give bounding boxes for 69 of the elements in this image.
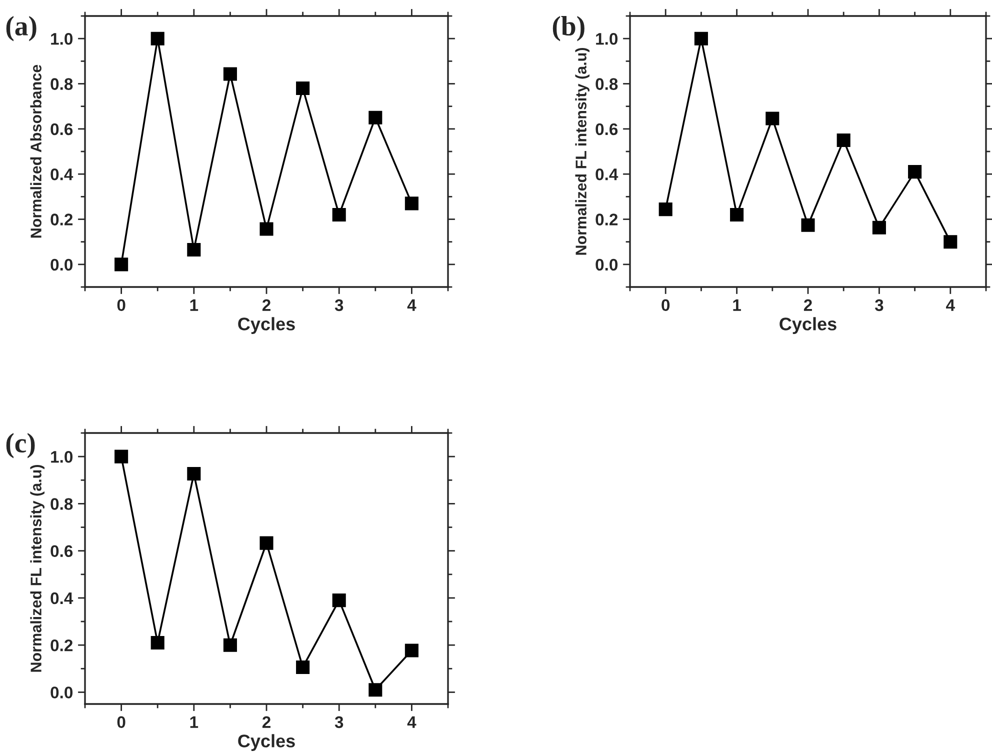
point [368,110,382,124]
y-axis-title: Normalized Absorbance [30,64,42,238]
y-tick-label: 1.0 [596,32,618,45]
y-tick-label: 0.6 [50,545,73,558]
text: (a) [6,16,36,42]
y-tick-label: 1.0 [51,450,73,463]
point [766,112,780,126]
x-tick-label: 0 [662,299,670,312]
y-tick-label: 0.0 [50,258,73,271]
y-tick-label: 0.8 [50,498,73,510]
y-tick-label: 0.4 [596,168,618,180]
point [332,208,346,222]
point [114,450,128,464]
x-tick-label: 1 [190,299,198,311]
x-tick-label: 0 [117,716,126,728]
point [730,208,744,222]
y-tick-label: 0.8 [50,78,73,90]
point [404,196,418,210]
x-tick-label: 1 [733,299,741,311]
x-axis-title: Cycles [780,317,836,334]
text: (c) [6,433,35,458]
x-tick-label: 0 [117,299,126,312]
point [368,683,382,697]
point [223,638,237,652]
x-tick-label: 3 [334,716,344,728]
point [872,220,886,234]
x-axis-title: Cycles [238,734,295,751]
text: (b) [552,16,584,42]
x-tick-label: 4 [407,716,416,728]
y-axis-title: Normalized FL intensity (a.u) [575,48,590,255]
y-tick-label: 0.6 [50,123,73,136]
y-tick-label: 0.2 [50,639,73,652]
y-tick-label: 0.8 [596,78,618,90]
y-tick-label: 0.4 [50,168,74,180]
y-tick-label: 0.2 [50,214,73,226]
y-tick-label: 0.4 [50,592,74,604]
point [694,32,708,46]
point [404,644,418,658]
point [114,258,128,272]
x-tick-label: 4 [946,299,955,311]
x-tick-label: 1 [190,716,198,728]
x-tick-label: 2 [262,299,270,311]
y-tick-label: 0.0 [50,686,73,698]
y-axis-title: Normalized FL intensity (a.u) [30,464,44,672]
point [658,202,672,216]
point [332,594,346,608]
x-tick-label: 4 [407,299,416,311]
y-tick-label: 0.2 [596,214,618,226]
x-tick-label: 3 [874,299,884,312]
point [801,218,815,232]
point [944,235,958,249]
point [187,242,201,257]
x-axis-title: Cycles [238,317,295,334]
point [908,165,922,179]
point [223,67,237,81]
point [150,636,164,650]
y-tick-label: 0.6 [596,123,618,136]
point [836,133,850,147]
point [150,32,164,46]
x-tick-label: 2 [804,299,812,311]
y-tick-label: 0.0 [596,258,618,271]
point [187,467,201,481]
y-tick-label: 1.0 [51,32,73,45]
point [296,81,310,96]
x-tick-label: 2 [262,716,270,728]
point [296,660,310,674]
x-tick-label: 3 [334,299,344,312]
point [260,536,274,550]
point [260,222,274,236]
